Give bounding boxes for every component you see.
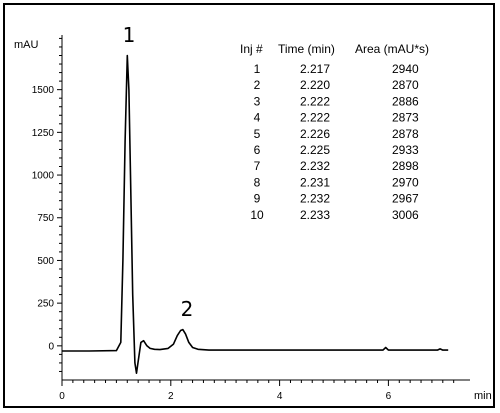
y-tick-label: 1500: [32, 85, 55, 96]
peak-label-1: 1: [123, 23, 136, 47]
figure-frame: [3, 3, 495, 408]
axes-layer: 0 250 500 750 1000 1250 1500 0 2 4 6 mAU min: [14, 35, 492, 402]
y-tick-label: 250: [37, 299, 54, 310]
table-cell: 2878: [392, 127, 419, 141]
table-cell: 2.232: [300, 159, 330, 173]
y-tick-label: 1000: [32, 171, 55, 182]
table-cell: 8: [254, 175, 261, 189]
table-cell: 2.225: [300, 143, 330, 157]
table-cell: 7: [254, 159, 261, 173]
table-header-cell: Inj #: [240, 42, 263, 56]
y-tick-label: 750: [37, 213, 54, 224]
table-cell: 2.232: [300, 192, 330, 206]
table-cell: 9: [254, 192, 261, 206]
table-cell: 2873: [392, 111, 419, 125]
table-cell: 2.222: [300, 111, 330, 125]
y-axis-unit-label: mAU: [14, 39, 39, 51]
table-cell: 2.217: [300, 62, 330, 76]
table-cell: 2.220: [300, 78, 330, 92]
x-tick-label: 2: [168, 391, 174, 402]
table-header-cell: Time (min): [278, 42, 335, 56]
table-cell: 2.226: [300, 127, 330, 141]
x-tick-label: 0: [59, 391, 65, 402]
table-cell: 2.231: [300, 175, 330, 189]
table-cell: 2.233: [300, 208, 330, 222]
table-cell: 5: [254, 127, 261, 141]
chromatogram-trace: [62, 54, 449, 375]
table-cell: 6: [254, 143, 261, 157]
table-cell: 2870: [392, 78, 419, 92]
table-cell: 3: [254, 94, 261, 108]
table-cell: 1: [254, 62, 261, 76]
y-tick-label: 0: [48, 341, 54, 352]
table-cell: 2940: [392, 62, 419, 76]
table-cell: 2898: [392, 159, 419, 173]
table-cell: 10: [250, 208, 264, 222]
table-cell: 2970: [392, 175, 419, 189]
table-cell: 2.222: [300, 94, 330, 108]
table-cell: 2967: [392, 192, 419, 206]
x-axis-unit-label: min: [474, 390, 492, 402]
table-cell: 4: [254, 111, 261, 125]
table-header-cell: Area (mAU*s): [355, 42, 429, 56]
x-tick-label: 6: [386, 391, 392, 402]
results-table: Inj # Time (min) Area (mAU*s) 1 2.217 2940 2 2.…: [240, 42, 429, 222]
table-cell: 2933: [392, 143, 419, 157]
trace-layer: [62, 54, 449, 375]
peak-label-2: 2: [181, 297, 194, 321]
y-tick-label: 1250: [32, 128, 55, 139]
x-tick-label: 4: [277, 391, 283, 402]
table-cell: 3006: [392, 208, 419, 222]
y-tick-label: 500: [37, 256, 54, 267]
table-cell: 2: [254, 78, 261, 92]
label-layer: 12: [123, 23, 194, 321]
table-cell: 2886: [392, 94, 419, 108]
